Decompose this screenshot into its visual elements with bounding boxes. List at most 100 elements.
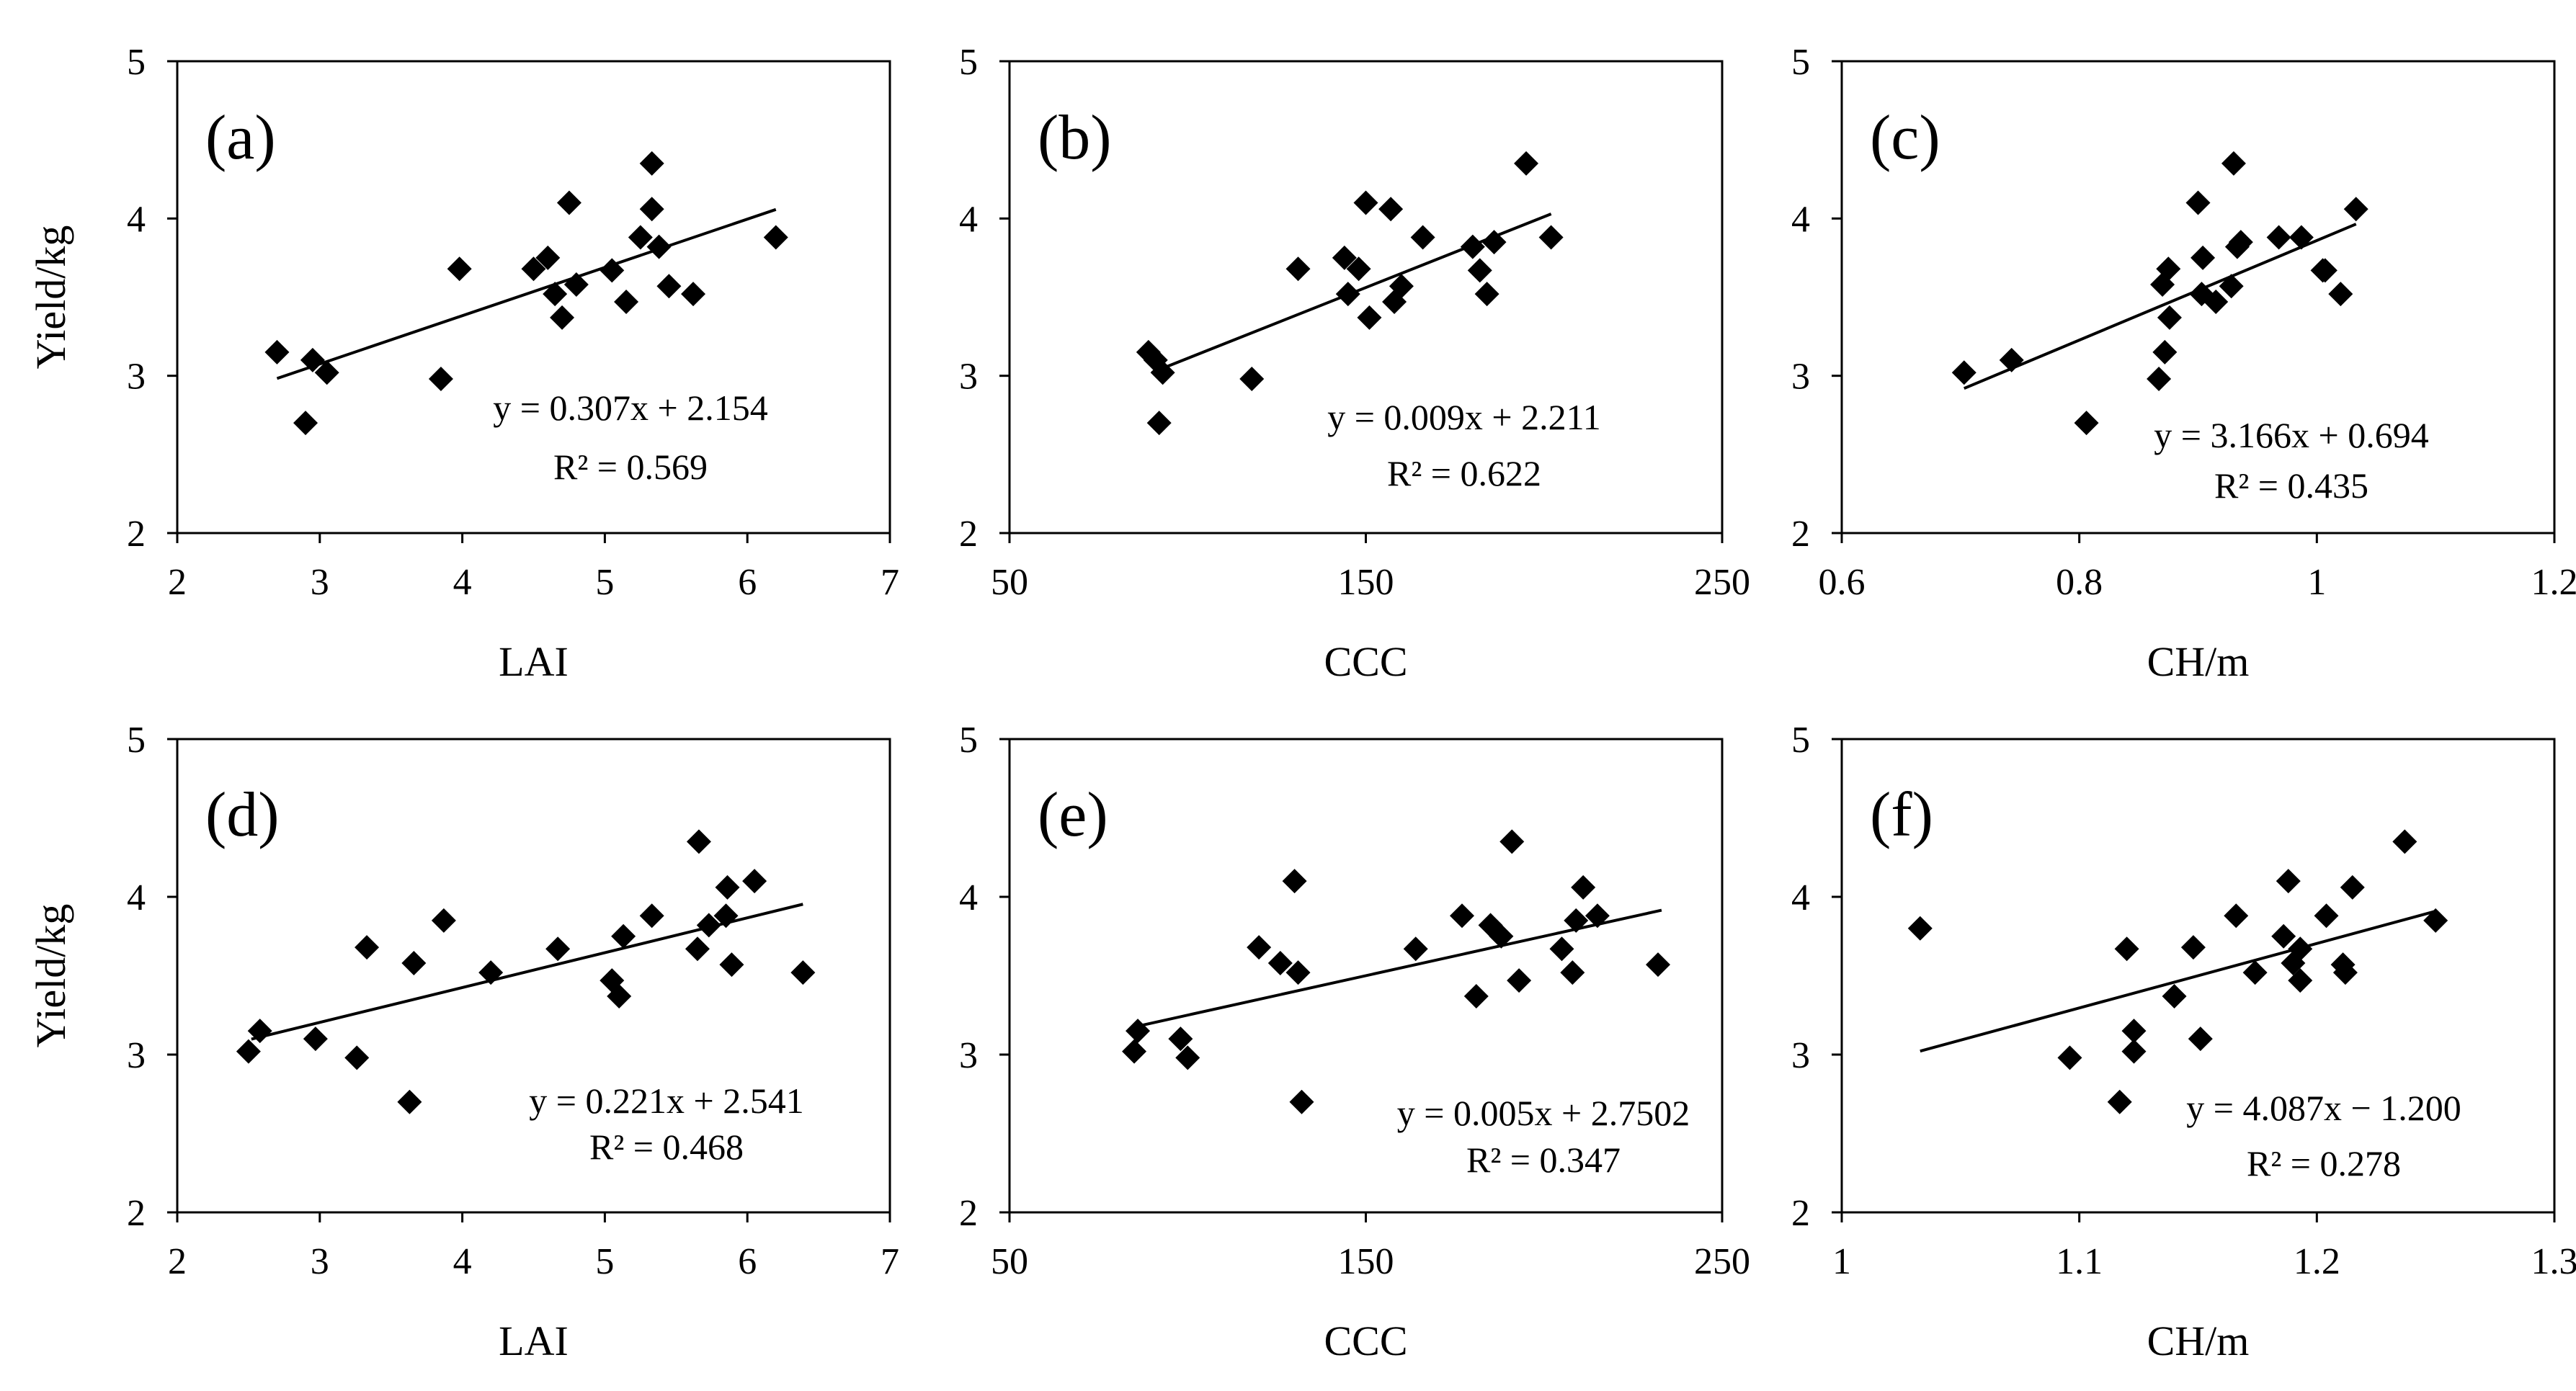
data-point: [1499, 829, 1525, 854]
data-point: [2328, 282, 2353, 307]
x-tick-label: 1: [1832, 1241, 1851, 1282]
data-point: [2156, 256, 2181, 282]
data-point: [1346, 256, 1371, 282]
data-point: [686, 829, 711, 854]
r-squared: R² = 0.278: [2247, 1143, 2401, 1184]
data-point: [1564, 908, 1589, 933]
x-tick-label: 50: [991, 562, 1028, 603]
regression-equation: y = 0.005x + 2.7502: [1397, 1093, 1690, 1133]
data-point: [2228, 230, 2253, 255]
data-point: [478, 960, 504, 985]
data-point: [719, 952, 744, 978]
data-point: [2276, 869, 2301, 894]
x-tick-label: 1.2: [2531, 562, 2576, 603]
data-point: [2162, 983, 2187, 1008]
y-axis-title: Yield/kg: [27, 225, 74, 370]
data-point: [639, 903, 664, 929]
data-point: [2074, 411, 2099, 436]
data-point: [715, 875, 740, 900]
panel-label: (e): [1038, 780, 1108, 850]
panel-label: (c): [1870, 103, 1940, 173]
data-point: [646, 234, 672, 259]
data-point: [1410, 225, 1435, 250]
y-tick-label: 3: [127, 357, 146, 398]
data-point: [1146, 411, 1172, 436]
panel-label: (a): [205, 103, 276, 173]
data-point: [763, 225, 788, 250]
data-point: [2188, 1027, 2213, 1052]
y-tick-label: 5: [1791, 42, 1810, 83]
x-tick-label: 5: [595, 1241, 614, 1282]
panel-label: (d): [205, 780, 280, 850]
data-point: [1378, 197, 1404, 222]
data-point: [2147, 367, 2172, 392]
x-tick-label: 7: [881, 562, 899, 603]
data-point: [1247, 935, 1272, 960]
data-point: [2314, 903, 2339, 929]
y-tick-label: 5: [959, 42, 978, 83]
data-point: [2271, 923, 2296, 949]
data-point: [2157, 305, 2182, 330]
x-tick-label: 2: [168, 562, 187, 603]
y-tick-label: 5: [127, 42, 146, 83]
data-point: [2288, 225, 2314, 250]
panel-label: (f): [1870, 780, 1933, 850]
r-squared: R² = 0.435: [2214, 465, 2368, 506]
r-squared: R² = 0.622: [1387, 453, 1541, 493]
data-point: [1175, 1045, 1200, 1070]
y-tick-label: 5: [1791, 720, 1810, 761]
x-axis-title: CCC: [1324, 1318, 1407, 1364]
data-point: [1560, 960, 1585, 985]
x-tick-label: 7: [881, 1241, 899, 1282]
data-point: [543, 282, 568, 307]
data-point: [685, 936, 710, 962]
x-tick-label: 2: [168, 1241, 187, 1282]
x-axis-title: LAI: [499, 638, 569, 685]
data-point: [535, 245, 561, 270]
data-point: [681, 282, 706, 307]
data-point: [628, 225, 653, 250]
data-point: [1907, 916, 1933, 941]
y-tick-label: 2: [127, 514, 146, 555]
x-tick-label: 3: [311, 562, 329, 603]
data-point: [2312, 258, 2337, 283]
data-point: [300, 347, 325, 372]
data-point: [1335, 282, 1360, 307]
y-tick-label: 5: [127, 720, 146, 761]
data-point: [696, 913, 721, 938]
y-tick-label: 3: [1791, 357, 1810, 398]
r-squared: R² = 0.569: [553, 447, 708, 487]
trendline: [276, 207, 777, 380]
data-point: [1389, 274, 1414, 299]
x-tick-label: 4: [453, 562, 472, 603]
y-axis-title: Yield/kg: [27, 904, 74, 1048]
x-tick-label: 0.8: [2056, 562, 2103, 603]
y-tick-label: 2: [1791, 1193, 1810, 1234]
regression-equation: y = 0.221x + 2.541: [529, 1081, 803, 1121]
data-point: [1289, 1089, 1314, 1114]
data-point: [1571, 875, 1596, 900]
data-point: [556, 190, 581, 215]
data-point: [1538, 225, 1564, 250]
x-tick-label: 250: [1694, 562, 1750, 603]
data-point: [1239, 367, 1265, 392]
x-tick-label: 4: [453, 1241, 472, 1282]
data-point: [2191, 245, 2216, 270]
data-point: [1460, 234, 1485, 259]
x-tick-label: 1: [2307, 562, 2326, 603]
data-point: [2343, 197, 2368, 222]
y-tick-label: 4: [1791, 877, 1810, 918]
data-point: [2266, 225, 2291, 250]
data-point: [545, 936, 571, 962]
data-point: [247, 1019, 272, 1044]
data-point: [1489, 923, 1514, 949]
data-point: [2340, 875, 2365, 900]
y-tick-label: 5: [959, 720, 978, 761]
data-point: [2180, 935, 2206, 960]
y-tick-label: 3: [1791, 1035, 1810, 1076]
x-tick-label: 5: [595, 562, 614, 603]
data-point: [611, 923, 636, 949]
data-point: [600, 258, 625, 283]
data-point: [1463, 983, 1489, 1008]
